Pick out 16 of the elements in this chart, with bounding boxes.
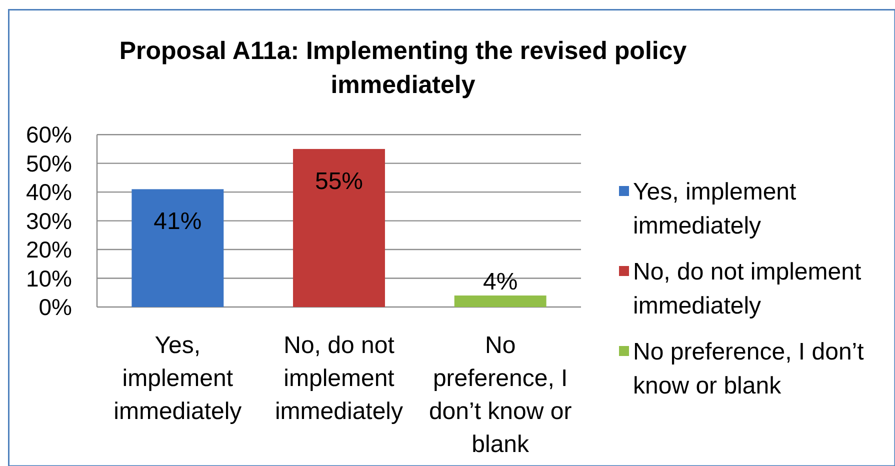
legend-label: No, do not implement immediately (633, 258, 862, 320)
y-tick-label: 10% (26, 265, 72, 292)
x-tick-label: No preference, I don’t know or blank (428, 332, 572, 458)
y-tick-label: 40% (26, 179, 72, 206)
x-tick-label: Yes, implement immediately (114, 332, 242, 425)
chart-title: Proposal A11a: Implementing the revised policy immediately (119, 37, 687, 99)
data-label: 4% (482, 268, 518, 296)
legend-label: Yes, implement immediately (633, 178, 797, 240)
data-label: 41% (154, 208, 202, 236)
y-tick-label: 20% (26, 236, 72, 263)
y-tick-label: 0% (38, 294, 72, 320)
y-tick-label: 60% (26, 122, 72, 148)
x-tick-label: No, do not implement immediately (274, 332, 404, 425)
y-tick-label: 30% (26, 208, 72, 234)
y-tick-label: 50% (26, 150, 72, 176)
data-label: 55% (314, 168, 364, 195)
